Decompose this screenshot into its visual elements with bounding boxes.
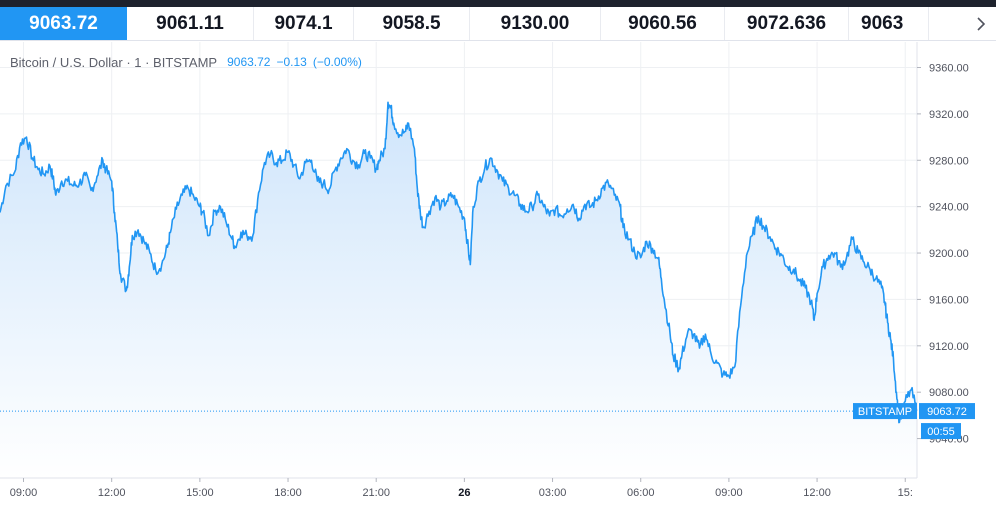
time-axis-label: 06:00 bbox=[627, 487, 655, 499]
legend-change: −0.13 bbox=[276, 55, 307, 69]
time-axis-label: 26 bbox=[458, 487, 470, 499]
exchange-tag-bg bbox=[853, 403, 917, 420]
exchange-tag-label: BITSTAMP bbox=[858, 406, 912, 418]
chart-legend: Bitcoin / U.S. Dollar · 1 · BITSTAMP 906… bbox=[10, 55, 362, 70]
price-axis-label: 9240.00 bbox=[929, 202, 969, 214]
last-price-tag: BITSTAMP 9063.72 00:55 bbox=[853, 403, 975, 440]
time-axis-label: 18:00 bbox=[274, 487, 302, 499]
price-axis-label: 9160.00 bbox=[929, 294, 969, 306]
price-axis-label: 9280.00 bbox=[929, 155, 969, 167]
countdown-tag-bg bbox=[921, 423, 961, 440]
price-tag-label: 9063.72 bbox=[927, 406, 967, 418]
legend-quote: 9063.72 −0.13 (−0.00%) bbox=[227, 55, 362, 70]
ticker-item[interactable]: 9130.00 bbox=[470, 7, 601, 40]
ticker-item[interactable]: 9063 bbox=[849, 7, 929, 40]
time-axis-label: 15: bbox=[898, 487, 913, 499]
legend-last-price: 9063.72 bbox=[227, 55, 271, 69]
price-tag-bg bbox=[919, 403, 975, 420]
price-axis[interactable]: 9360.00 9320.00 9280.00 9240.00 9200.00 9160.… bbox=[917, 63, 969, 446]
time-axis-label: 12:00 bbox=[98, 487, 126, 499]
price-axis-label: 9080.00 bbox=[929, 387, 969, 399]
ticker-item[interactable]: 9072.636 bbox=[725, 7, 849, 40]
price-axis-label: 9360.00 bbox=[929, 63, 969, 75]
ticker-item[interactable]: 9060.56 bbox=[601, 7, 725, 40]
price-line bbox=[0, 101, 918, 424]
time-axis-label: 09:00 bbox=[715, 487, 743, 499]
time-axis-label: 15:00 bbox=[186, 487, 214, 499]
price-area-fill bbox=[0, 102, 917, 479]
countdown-label: 00:55 bbox=[927, 426, 955, 438]
symbol-title[interactable]: Bitcoin / U.S. Dollar · 1 · BITSTAMP bbox=[10, 55, 218, 70]
price-axis-label: 9320.00 bbox=[929, 109, 969, 121]
ticker-item[interactable]: 9061.11 bbox=[127, 7, 254, 40]
ticker-item[interactable]: 9058.5 bbox=[354, 7, 470, 40]
time-axis-label: 03:00 bbox=[539, 487, 567, 499]
price-axis-label: 9120.00 bbox=[929, 341, 969, 353]
ticker-next-button[interactable] bbox=[950, 7, 996, 40]
time-axis[interactable]: 09:00 12:00 15:00 18:00 21:00 26 03:00 06:00 09:… bbox=[10, 478, 913, 499]
time-axis-label: 12:00 bbox=[803, 487, 831, 499]
ticker-item-active[interactable]: 9063.72 bbox=[0, 7, 127, 40]
legend-change-percent: (−0.00%) bbox=[312, 55, 362, 69]
top-bar bbox=[0, 0, 996, 7]
time-axis-label: 09:00 bbox=[10, 487, 38, 499]
price-axis-label: 9200.00 bbox=[929, 248, 969, 260]
ticker-item[interactable]: 9074.1 bbox=[254, 7, 354, 40]
chevron-right-icon bbox=[977, 17, 986, 31]
time-axis-label: 21:00 bbox=[362, 487, 390, 499]
symbol-ticker-strip: 9063.72 9061.11 9074.1 9058.5 9130.00 90… bbox=[0, 7, 996, 41]
